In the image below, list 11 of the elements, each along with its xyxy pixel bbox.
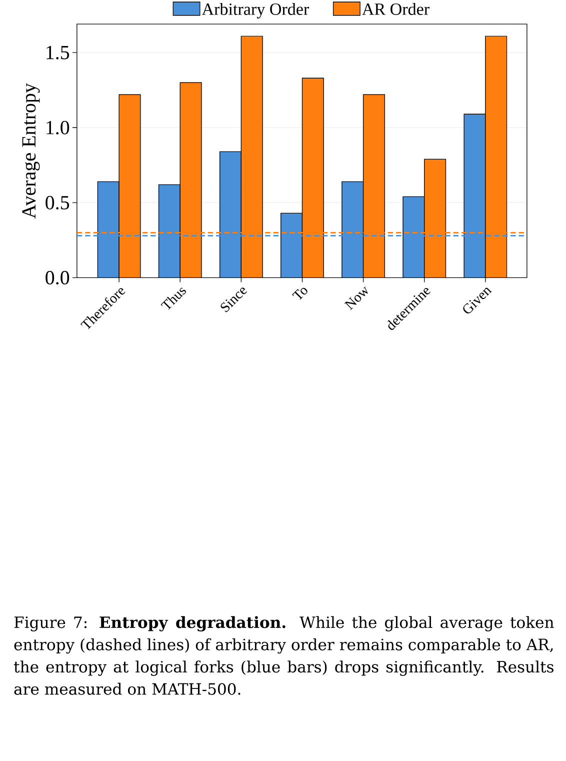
x-tick-label: To bbox=[292, 288, 308, 300]
x-tick-label: Now bbox=[344, 286, 368, 310]
y-tick-label: 0.5 bbox=[46, 196, 70, 210]
y-tick-label: 0.0 bbox=[46, 270, 70, 285]
y-axis-title: Average Entropy bbox=[22, 83, 40, 219]
legend-label: Arbitrary Order bbox=[202, 2, 309, 18]
legend-label: AR Order bbox=[362, 2, 430, 15]
caption: Figure 7: Entropy degradation. While the global average token entropy (dashed lines) of arbitrary order remains comparable to AR, the entropy at logical forks (blue bars) drops significantly. Results are measured on MATH-500. bbox=[14, 616, 554, 695]
y-tick-label: 1.0 bbox=[46, 120, 70, 134]
y-tick-label: 1.5 bbox=[46, 46, 70, 60]
x-tick-label: Thus bbox=[160, 288, 186, 310]
